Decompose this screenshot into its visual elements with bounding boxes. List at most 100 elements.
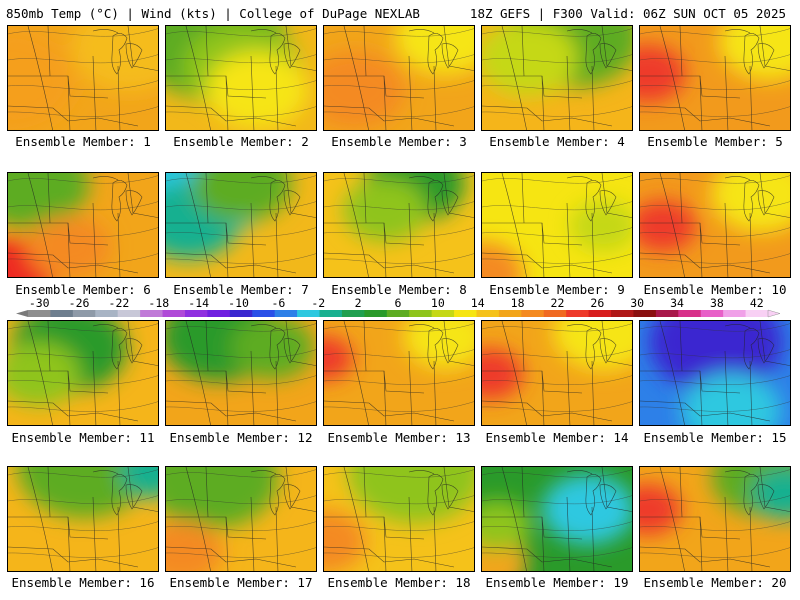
ensemble-member-panel[interactable] xyxy=(7,25,159,131)
temperature-map xyxy=(8,321,158,425)
ensemble-member-label: Ensemble Member: 20 xyxy=(643,575,787,590)
colorbar-segment xyxy=(476,310,500,317)
colorbar-tick-label: 38 xyxy=(710,297,724,310)
ensemble-member-label: Ensemble Member: 3 xyxy=(331,134,467,149)
ensemble-member-panel[interactable] xyxy=(165,172,317,278)
colorbar-segment xyxy=(184,310,208,317)
ensemble-member-label: Ensemble Member: 17 xyxy=(169,575,313,590)
colorbar-tick-label: -18 xyxy=(148,297,169,310)
model-run-info: 18Z GEFS | F300 Valid: 06Z SUN OCT 05 20… xyxy=(469,6,786,21)
colorbar-segment xyxy=(297,310,321,317)
temperature-map xyxy=(324,467,474,571)
temperature-map xyxy=(324,321,474,425)
colorbar-tick-label: 26 xyxy=(590,297,604,310)
colorbar-segment xyxy=(611,310,634,317)
colorbar-tick-label: -14 xyxy=(188,297,209,310)
ensemble-member-panel[interactable] xyxy=(481,25,633,131)
colorbar-segment xyxy=(566,310,590,317)
temperature-map xyxy=(8,173,158,277)
colorbar-segment xyxy=(588,310,612,317)
colorbar-tick-label: 2 xyxy=(355,297,362,310)
ensemble-member-panel[interactable] xyxy=(7,320,159,426)
ensemble-member-panel[interactable] xyxy=(639,172,791,278)
temperature-map xyxy=(640,26,790,130)
colorbar-segment xyxy=(678,310,702,317)
colorbar-segment xyxy=(745,310,769,317)
temperature-map xyxy=(482,321,632,425)
colorbar-segment xyxy=(521,310,545,317)
ensemble-member-label: Ensemble Member: 12 xyxy=(169,430,313,445)
colorbar-segment xyxy=(431,310,455,317)
colorbar-tick-label: 10 xyxy=(431,297,445,310)
colorbar-segment xyxy=(50,310,74,317)
temperature-map xyxy=(482,467,632,571)
ensemble-member-panel[interactable] xyxy=(165,25,317,131)
colorbar-segment xyxy=(700,310,724,317)
ensemble-member-label: Ensemble Member: 4 xyxy=(489,134,625,149)
colorbar-segment xyxy=(162,310,186,317)
temperature-colorbar: -30 -26 -22 -18 -14 -10 -6 -2 2 6 10 14 18 22 26 30 34 38… xyxy=(16,297,781,318)
ensemble-member-panel[interactable] xyxy=(165,320,317,426)
ensemble-member-panel[interactable] xyxy=(639,466,791,572)
ensemble-member-label: Ensemble Member: 1 xyxy=(15,134,151,149)
ensemble-member-panel[interactable] xyxy=(481,320,633,426)
ensemble-member-label: Ensemble Member: 10 xyxy=(643,282,787,297)
colorbar-tick-label: -26 xyxy=(69,297,90,310)
ensemble-member-panel[interactable] xyxy=(323,320,475,426)
ensemble-member-label: Ensemble Member: 2 xyxy=(173,134,309,149)
temperature-map xyxy=(640,321,790,425)
colorbar-segment xyxy=(207,310,231,317)
temperature-map xyxy=(640,173,790,277)
map-title: 850mb Temp (°C) | Wind (kts) | College o… xyxy=(6,6,420,21)
ensemble-member-panel[interactable] xyxy=(639,25,791,131)
colorbar-left-arrow xyxy=(16,310,28,317)
ensemble-member-label: Ensemble Member: 16 xyxy=(11,575,155,590)
temperature-map xyxy=(482,173,632,277)
ensemble-member-label: Ensemble Member: 7 xyxy=(173,282,309,297)
ensemble-member-panel[interactable] xyxy=(323,466,475,572)
ensemble-member-panel[interactable] xyxy=(481,466,633,572)
colorbar-segment xyxy=(319,310,343,317)
ensemble-member-panel[interactable] xyxy=(639,320,791,426)
colorbar-right-arrow xyxy=(767,309,781,318)
ensemble-member-label: Ensemble Member: 11 xyxy=(11,430,155,445)
colorbar-tick-label: 22 xyxy=(551,297,565,310)
ensemble-member-label: Ensemble Member: 5 xyxy=(647,134,783,149)
ensemble-member-label: Ensemble Member: 9 xyxy=(489,282,625,297)
colorbar-tick-label: 6 xyxy=(395,297,402,310)
ensemble-member-panel[interactable] xyxy=(165,466,317,572)
colorbar-segment xyxy=(341,310,365,317)
colorbar-tick-label: 42 xyxy=(750,297,764,310)
colorbar-tick-label: -2 xyxy=(311,297,325,310)
colorbar-segment xyxy=(655,310,679,317)
ensemble-member-label: Ensemble Member: 6 xyxy=(15,282,151,297)
colorbar-segment xyxy=(498,310,522,317)
colorbar-tick-label: 14 xyxy=(471,297,485,310)
colorbar-segment xyxy=(633,310,657,317)
colorbar-segment xyxy=(95,310,119,317)
ensemble-member-panel[interactable] xyxy=(7,172,159,278)
temperature-map xyxy=(324,26,474,130)
colorbar-tick-label: 18 xyxy=(511,297,525,310)
colorbar-tick-label: -22 xyxy=(109,297,130,310)
ensemble-member-label: Ensemble Member: 19 xyxy=(485,575,629,590)
colorbar-tick-label: 34 xyxy=(670,297,684,310)
ensemble-member-panel[interactable] xyxy=(323,172,475,278)
colorbar-tick-label: -10 xyxy=(228,297,249,310)
colorbar-segment xyxy=(252,310,276,317)
temperature-map xyxy=(166,173,316,277)
colorbar-segment xyxy=(386,310,410,317)
colorbar-segment xyxy=(72,310,96,317)
temperature-map xyxy=(482,26,632,130)
ensemble-member-panel[interactable] xyxy=(481,172,633,278)
temperature-map xyxy=(8,26,158,130)
ensemble-member-label: Ensemble Member: 14 xyxy=(485,430,629,445)
ensemble-member-label: Ensemble Member: 8 xyxy=(331,282,467,297)
ensemble-member-panel[interactable] xyxy=(323,25,475,131)
colorbar-tick-label: -6 xyxy=(271,297,285,310)
colorbar-segment xyxy=(28,310,51,317)
ensemble-member-label: Ensemble Member: 18 xyxy=(327,575,471,590)
ensemble-member-panel[interactable] xyxy=(7,466,159,572)
temperature-map xyxy=(166,467,316,571)
colorbar-tick-label: -30 xyxy=(29,297,50,310)
